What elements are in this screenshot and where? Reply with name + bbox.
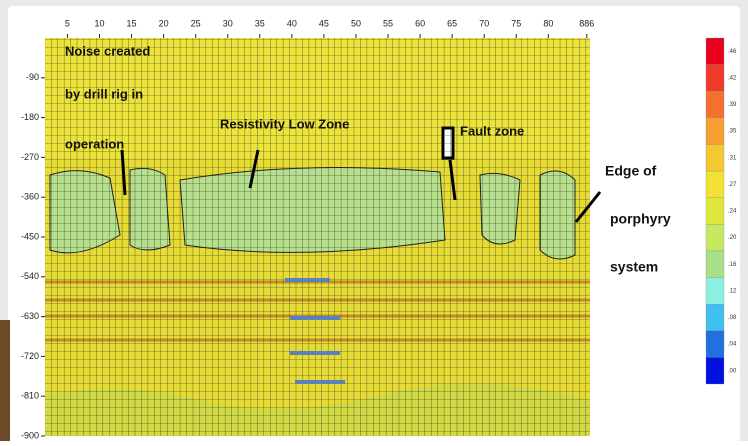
colorbar-label: .12 [728,288,737,294]
annotation: system [610,259,658,275]
y-tick-label: -270 [21,152,39,162]
y-tick-label: -450 [21,231,39,241]
colorbar-label: .04 [728,342,737,348]
colorbar-swatch [706,91,724,118]
annotation: Resistivity Low Zone [220,116,349,131]
colorbar-label: .20 [728,235,737,241]
colorbar-swatch [706,304,724,331]
colorbar-label: .08 [728,315,737,321]
colorbar-label: .31 [728,155,737,161]
x-tick-label: 15 [127,18,137,28]
colorbar-label: .16 [728,262,737,268]
y-tick-label: -90 [26,72,39,82]
colorbar-label: .39 [728,102,737,108]
colorbar-label: .27 [728,182,737,188]
colorbar-swatch [706,144,724,171]
annotation: operation [65,136,124,151]
y-tick-label: -720 [21,351,39,361]
colorbar-swatch [706,198,724,225]
colorbar-swatch [706,251,724,278]
x-tick-label: 65 [447,18,457,28]
annotation: by drill rig in [65,86,143,101]
screenshot: 5 10 15 20 25 30 35 40 45 50 55 60 65 70 75 80 886 -90 -18… [0,0,748,441]
y-tick-label: -360 [21,192,39,202]
annotation: Edge of [605,163,657,179]
annotation: Noise created [65,43,150,58]
colorbar-swatch [706,357,724,384]
x-tick-label: 25 [191,18,201,28]
annotation: Fault zone [460,123,524,138]
x-tick-label: 5 [65,18,70,28]
y-tick-label: -630 [21,311,39,321]
colorbar-swatch [706,118,724,145]
x-tick-label: 55 [383,18,393,28]
x-tick-label: 30 [223,18,233,28]
x-tick-label: 10 [94,18,104,28]
x-tick-label: 35 [255,18,265,28]
annotation: porphyry [610,211,671,227]
colorbar-swatch [706,224,724,251]
x-tick-label: 80 [543,18,553,28]
y-tick-label: -540 [21,271,39,281]
colorbar-swatch [706,38,724,65]
colorbar-swatch [706,171,724,198]
colorbar-label: .00 [728,368,737,374]
y-tick-label: -900 [21,430,39,440]
x-tick-label: 40 [287,18,297,28]
colorbar-swatch [706,278,724,305]
colorbar-swatch [706,65,724,92]
colorbar-swatch [706,331,724,358]
y-tick-label: -810 [21,391,39,401]
photo-edge [0,320,10,441]
x-tick-label: 20 [159,18,169,28]
x-tick-label: 45 [319,18,329,28]
x-tick-label: 50 [351,18,361,28]
y-tick-label: -180 [21,112,39,122]
colorbar-label: .35 [728,129,737,135]
colorbar-label: .46 [728,49,737,55]
x-tick-label: 70 [479,18,489,28]
colorbar-label: .24 [728,209,737,215]
x-tick-label: 60 [415,18,425,28]
x-tick-label: 75 [511,18,521,28]
colorbar-label: .42 [728,76,737,82]
x-tick-label: 886 [579,18,594,28]
